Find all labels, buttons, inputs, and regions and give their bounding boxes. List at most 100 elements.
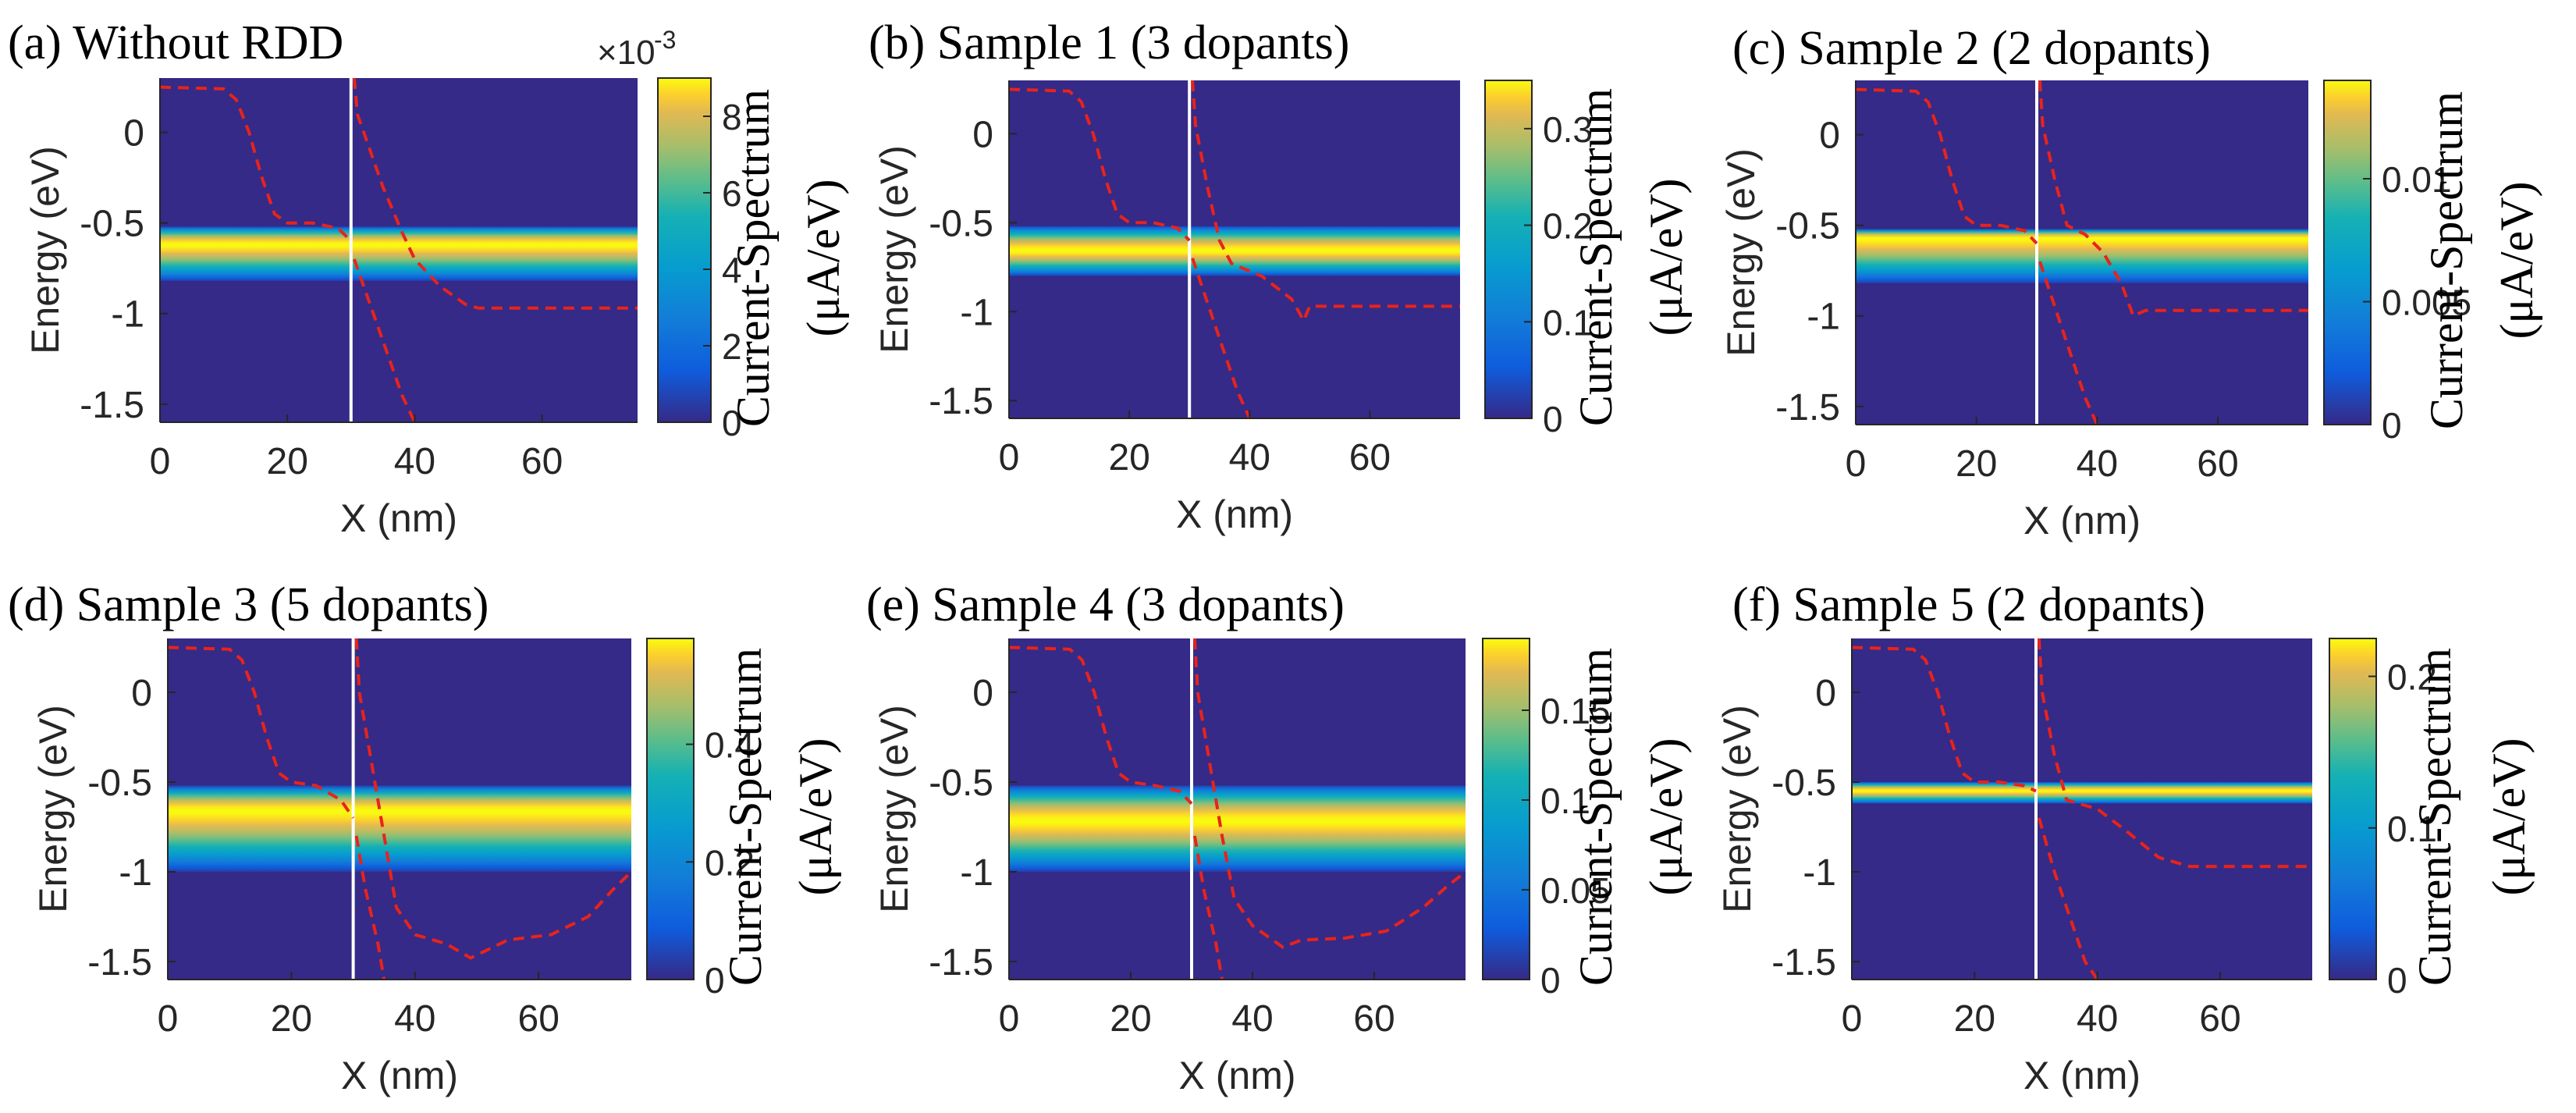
colorbar-label-line1: Current-Spectrum xyxy=(2409,648,2461,986)
colorbar-label-line2: (μA/eV) xyxy=(2491,181,2542,339)
x-tick-label: 20 xyxy=(271,998,312,1040)
heatmap-band xyxy=(1009,785,1466,872)
y-tick-label: 0 xyxy=(1815,673,1836,714)
colorbar-tick-label: 0.2 xyxy=(1543,206,1593,247)
colorbar-label-line1: Current-Spectrum xyxy=(720,648,771,986)
potential-curve-right xyxy=(354,638,633,960)
potential-curve-drop xyxy=(1192,835,1224,980)
colorbar-tick-label: 0 xyxy=(2387,960,2407,1001)
colorbar-tick-label: 0 xyxy=(2382,405,2402,446)
y-tick-label: -1.5 xyxy=(929,942,993,983)
panel-title: (e) Sample 4 (3 dopants) xyxy=(866,578,1345,631)
colorbar xyxy=(1482,638,1530,980)
potential-curve-drop xyxy=(1191,258,1252,419)
x-tick-label: 0 xyxy=(1846,443,1867,485)
colorbar-tick-label: 0.01 xyxy=(2382,159,2452,200)
heatmap-background xyxy=(1852,638,2312,980)
y-tick-label: -1 xyxy=(960,852,993,894)
potential-curve-left xyxy=(167,645,355,820)
x-tick-label: 60 xyxy=(2199,998,2240,1040)
colorbar-label-line2: (μA/eV) xyxy=(1640,178,1692,336)
x-tick-label: 60 xyxy=(521,441,563,482)
panel-title: (b) Sample 1 (3 dopants) xyxy=(869,16,1349,69)
y-tick-label: -1 xyxy=(119,852,152,894)
x-tick-label: 60 xyxy=(1353,998,1395,1040)
potential-curve-right xyxy=(352,77,638,310)
panel-title: (d) Sample 3 (5 dopants) xyxy=(8,578,489,631)
colorbar-tick-label: 0.05 xyxy=(1540,870,1611,911)
x-axis-label: X (nm) xyxy=(2023,1054,2141,1097)
y-tick-label: -1.5 xyxy=(929,381,993,422)
y-tick-label: -0.5 xyxy=(87,763,152,804)
colorbar-tick-label: 4 xyxy=(722,250,742,290)
heatmap-band xyxy=(1856,229,2308,283)
colorbar xyxy=(2329,638,2377,980)
x-tick-label: 60 xyxy=(2197,443,2238,485)
colorbar-tick-label: 6 xyxy=(722,173,742,214)
y-tick-label: 0 xyxy=(972,114,993,155)
panel-f: (f) Sample 5 (2 dopants) 0 20 40 60 0 -0.5 -1 -1… xyxy=(1715,578,2535,1097)
x-tick-label: 60 xyxy=(518,998,560,1040)
colorbar-tick-label: 0.1 xyxy=(1543,302,1593,343)
colorbar xyxy=(657,77,712,423)
x-tick-label: 40 xyxy=(1229,437,1270,478)
potential-curve-drop xyxy=(2038,261,2099,425)
x-tick-label: 0 xyxy=(999,998,1020,1040)
y-axis-label: Energy (eV) xyxy=(872,145,916,354)
y-tick-label: 0 xyxy=(1819,116,1840,157)
heatmap-band xyxy=(160,226,638,281)
x-tick-label: 40 xyxy=(2077,443,2118,485)
heatmap-band xyxy=(1852,782,2312,804)
y-tick-label: -1 xyxy=(1807,297,1840,338)
potential-curve-right xyxy=(2037,638,2312,869)
y-tick-label: -1 xyxy=(1803,852,1836,894)
potential-curve-left xyxy=(159,85,353,243)
y-axis-label: Energy (eV) xyxy=(1715,705,1759,913)
panel-d: (d) Sample 3 (5 dopants) 0 20 40 60 0 -0.5 -1 -1… xyxy=(8,578,841,1097)
x-tick-label: 20 xyxy=(1110,998,1151,1040)
colorbar-label-line1: Current-Spectrum xyxy=(1570,648,1622,986)
y-tick-label: -1.5 xyxy=(1775,387,1840,428)
colorbar xyxy=(1484,80,1533,419)
x-axis-label: X (nm) xyxy=(1179,1054,1296,1097)
y-tick-label: -0.5 xyxy=(80,204,144,245)
potential-curve-drop xyxy=(353,258,417,423)
y-tick-label: -1 xyxy=(960,292,993,333)
x-axis-label: X (nm) xyxy=(340,496,457,540)
colorbar-tick-label: 0.4 xyxy=(705,725,755,766)
potential-curve-drop xyxy=(354,835,386,980)
colorbar-tick-label: 0 xyxy=(1543,399,1563,439)
colorbar-label-line1: Current-Spectrum xyxy=(727,89,779,427)
heatmap-band xyxy=(1009,226,1460,276)
colorbar-label-line2: (μA/eV) xyxy=(790,738,841,895)
x-tick-label: 20 xyxy=(1956,443,1997,485)
potential-curve-right xyxy=(1192,638,1467,949)
colorbar-tick-label: 0.3 xyxy=(1543,109,1593,150)
panel-title: (f) Sample 5 (2 dopants) xyxy=(1732,578,2205,631)
panel-title: (c) Sample 2 (2 dopants) xyxy=(1732,22,2211,75)
y-tick-label: 0 xyxy=(131,673,152,714)
panel-b: (b) Sample 1 (3 dopants) 0 20 40 60 0 -0.5 -1 -1… xyxy=(869,16,1692,536)
x-tick-label: 0 xyxy=(158,998,179,1040)
y-axis-label: Energy (eV) xyxy=(31,705,75,913)
y-axis-label: Energy (eV) xyxy=(872,705,916,913)
panel-title: (a) Without RDD xyxy=(8,16,343,69)
x-axis-label: X (nm) xyxy=(341,1054,458,1097)
colorbar-exponent-power: -3 xyxy=(654,26,676,54)
y-tick-label: -0.5 xyxy=(1771,763,1836,804)
x-tick-label: 40 xyxy=(2077,998,2118,1040)
colorbar-tick-label: 0.1 xyxy=(2387,809,2437,849)
potential-curve-right xyxy=(1191,80,1460,325)
x-tick-label: 0 xyxy=(150,441,171,482)
y-axis-label: Energy (eV) xyxy=(1719,148,1763,357)
x-tick-label: 20 xyxy=(1108,437,1149,478)
colorbar-tick-label: 0.15 xyxy=(1540,691,1611,731)
y-tick-label: -0.5 xyxy=(1775,206,1840,247)
y-tick-label: 0 xyxy=(972,673,993,714)
y-tick-label: 0 xyxy=(123,113,144,155)
x-tick-label: 20 xyxy=(267,441,308,482)
x-tick-label: 0 xyxy=(999,437,1020,478)
x-tick-label: 40 xyxy=(394,998,435,1040)
